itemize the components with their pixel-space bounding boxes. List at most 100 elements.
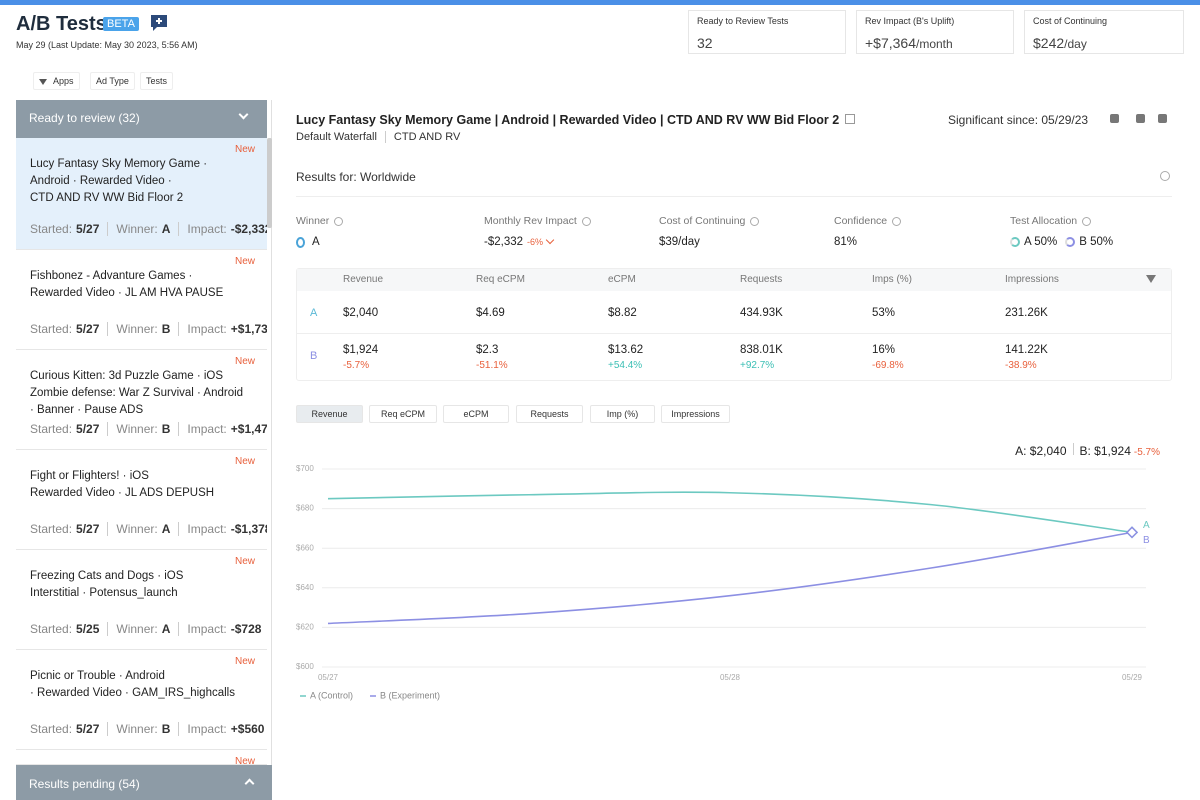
new-badge: New: [234, 756, 255, 765]
metric-tab[interactable]: Req eCPM: [369, 405, 437, 423]
summary-value-text: -$2,332: [484, 236, 524, 248]
table-diff: +54.4%: [608, 360, 643, 371]
divider: [107, 322, 109, 336]
table-header: eCPM: [608, 274, 636, 285]
test-item[interactable]: New Fight or Flighters! · iOS Rewarded Vid…: [16, 450, 267, 550]
metric-tab[interactable]: Revenue: [296, 405, 363, 423]
divider: [107, 422, 109, 436]
test-meta: Started: 5/25 Winner: A Impact: -$728: [30, 622, 261, 636]
meta-value: B: [161, 322, 171, 336]
meta-label: Impact:: [187, 322, 227, 336]
new-badge: New: [234, 556, 255, 567]
meta-label: Started:: [30, 222, 73, 236]
test-item[interactable]: New Curious Kitten: 3d Puzzle Game · iOS Z…: [16, 350, 267, 450]
meta-value: B: [161, 722, 171, 736]
test-item[interactable]: New: [16, 750, 267, 765]
summary-value-text: 81%: [834, 236, 858, 248]
action-icon[interactable]: [1110, 114, 1119, 123]
summary-value: 81%: [834, 236, 857, 248]
detail-tags: Default Waterfall CTD AND RV: [296, 131, 460, 143]
test-item[interactable]: New Lucy Fantasy Sky Memory Game · Android…: [16, 138, 267, 250]
filter-button[interactable]: Ad Type: [90, 72, 135, 90]
test-meta: Started:5/27 Winner:B Impact:+$1,732: [30, 322, 267, 336]
filter-button[interactable]: Tests: [140, 72, 174, 90]
table-cell: $2.3: [476, 344, 499, 356]
divider: [107, 722, 109, 736]
allocation-value: A 50%: [1024, 236, 1058, 248]
meta-value: +$1,732: [230, 322, 267, 336]
meta-label: Started:: [30, 522, 73, 536]
meta-label: Impact:: [187, 622, 227, 636]
table-diff: -69.8%: [872, 360, 904, 371]
metric-tab[interactable]: eCPM: [443, 405, 509, 423]
summary-label-text: Winner: [296, 215, 330, 227]
meta-value: 5/25: [76, 622, 100, 636]
filter-button[interactable]: Apps: [33, 72, 80, 90]
test-name-line: Fishbonez - Advanture Games ·: [30, 270, 193, 282]
subtitle: May 29 (Last Update: May 30 2023, 5:56 A…: [16, 40, 198, 50]
table-header: Imps (%): [872, 274, 912, 285]
meta-label: Winner:: [116, 422, 158, 436]
meta-label: Started:: [30, 622, 73, 636]
meta-label: Started:: [30, 722, 73, 736]
pending-header[interactable]: Results pending (54): [16, 765, 272, 800]
kpi-card: Cost of Continuing $242/day: [1024, 10, 1184, 54]
test-meta: Started:5/27 Winner:A Impact:-$2,332: [30, 222, 267, 236]
table-diff: +92.7%: [740, 360, 775, 371]
test-name-line: Android · Rewarded Video ·: [30, 175, 172, 187]
summary-label: Cost of Continuing: [659, 215, 760, 227]
divider: [1072, 443, 1074, 455]
meta-value: -$1,378: [230, 522, 267, 536]
meta-value: B: [161, 422, 171, 436]
ready-header[interactable]: Ready to review (32): [16, 100, 267, 138]
row-separator: [297, 333, 1171, 334]
table-cell: 434.93K: [740, 307, 783, 319]
external-link[interactable]: [845, 114, 855, 124]
metric-tab[interactable]: Requests: [516, 405, 583, 423]
test-name-line: · Banner · Pause ADS: [30, 404, 144, 416]
test-name-line: Lucy Fantasy Sky Memory Game ·: [30, 158, 208, 170]
summary-value: A: [296, 236, 320, 248]
action-icon[interactable]: [1158, 114, 1167, 123]
test-item[interactable]: New Freezing Cats and Dogs · iOS Interstit…: [16, 550, 267, 650]
summary-change: -6%: [527, 237, 544, 247]
meta-value: +$560: [230, 722, 265, 736]
page-title: A/B Tests: [16, 13, 107, 35]
summary-value: $39/day: [659, 236, 700, 248]
readout-a: A: $2,040: [1015, 444, 1067, 458]
divider: [178, 322, 180, 336]
test-item[interactable]: New Fishbonez - Advanture Games · Rewarded…: [16, 250, 267, 350]
table-filter-icon[interactable]: [1146, 275, 1156, 283]
tag: CTD AND RV: [393, 131, 461, 143]
chevron-down: [238, 109, 249, 120]
table-cell: $4.69: [476, 307, 505, 319]
metric-tab[interactable]: Imp (%): [590, 405, 655, 423]
kpi-unit: /month: [916, 37, 953, 51]
meta-value: 5/27: [76, 722, 100, 736]
metric-tab[interactable]: Impressions: [661, 405, 730, 423]
summary-label: Confidence: [834, 215, 902, 227]
allocation-value: B 50%: [1079, 236, 1114, 248]
meta-label: Winner:: [116, 222, 158, 236]
table-header: Revenue: [343, 274, 384, 285]
table-cell: $13.62: [608, 344, 644, 356]
chevron-up: [244, 778, 255, 789]
meta-value: A: [161, 522, 171, 536]
beta-badge: BETA: [103, 17, 139, 31]
test-name-line: Picnic or Trouble · Android: [30, 670, 165, 682]
meta-value: A: [161, 622, 171, 636]
action-icon[interactable]: [1136, 114, 1145, 123]
filter-icon: [39, 78, 47, 85]
meta-label: Winner:: [116, 622, 158, 636]
divider: [178, 422, 180, 436]
feedback-icon[interactable]: [150, 14, 168, 32]
test-item[interactable]: New Picnic or Trouble · Android · Rewarded…: [16, 650, 267, 750]
filter-label: Apps: [53, 76, 74, 86]
row-label: A: [310, 307, 318, 319]
summary-label: Test Allocation: [1010, 215, 1092, 227]
info-icon: [334, 216, 344, 226]
table-cell: 16%: [872, 344, 896, 356]
meta-label: Winner:: [116, 522, 158, 536]
table-diff: -38.9%: [1005, 360, 1037, 371]
summary-label-text: Confidence: [834, 215, 888, 227]
